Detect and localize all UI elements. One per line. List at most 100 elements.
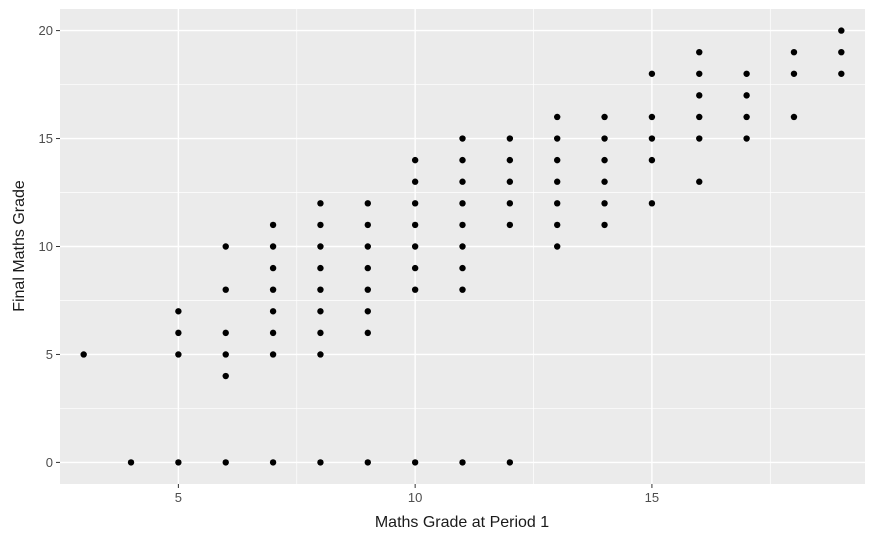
data-point (317, 459, 324, 466)
data-point (648, 70, 656, 77)
data-point (411, 156, 419, 164)
data-point (506, 135, 514, 142)
data-point (459, 286, 466, 293)
data-point (838, 48, 845, 56)
data-point (364, 459, 371, 466)
data-point (601, 135, 608, 142)
data-point (790, 70, 798, 77)
data-point (222, 351, 229, 358)
data-point (222, 243, 229, 250)
data-point (411, 221, 419, 229)
data-point (459, 178, 466, 185)
data-point (743, 70, 750, 77)
data-point (601, 178, 608, 185)
data-point (364, 243, 371, 250)
data-point (601, 200, 608, 207)
x-tick-label: 15 (645, 490, 659, 505)
data-point (222, 329, 229, 337)
data-point (648, 113, 656, 121)
y-axis-title: Final Maths Grade (11, 180, 28, 312)
data-point (364, 200, 371, 207)
data-point (317, 264, 324, 272)
data-point (554, 243, 561, 250)
data-point (554, 178, 561, 185)
data-point (554, 135, 561, 142)
data-point (411, 243, 419, 250)
data-point (790, 48, 798, 56)
data-point (743, 92, 750, 99)
data-point (175, 308, 182, 315)
data-point (838, 70, 845, 77)
data-point (222, 459, 229, 466)
data-point (317, 221, 324, 229)
data-point (364, 286, 371, 293)
data-point (411, 178, 419, 185)
data-point (459, 200, 466, 207)
data-point (648, 200, 656, 207)
data-point (838, 27, 845, 34)
data-point (411, 286, 419, 293)
data-point (696, 178, 703, 185)
data-point (317, 243, 324, 250)
data-point (601, 221, 608, 229)
data-point (554, 221, 561, 229)
data-point (269, 459, 277, 466)
data-point (222, 286, 229, 293)
data-point (506, 178, 514, 185)
data-point (175, 351, 182, 358)
data-point (80, 351, 87, 358)
data-point (696, 113, 703, 121)
data-point (317, 200, 324, 207)
data-point (269, 264, 277, 272)
data-point (364, 308, 371, 315)
data-point (506, 156, 514, 164)
y-tick-label: 10 (39, 239, 53, 254)
data-point (601, 156, 608, 164)
data-point (269, 351, 277, 358)
data-point (743, 113, 750, 121)
data-point (175, 329, 182, 337)
data-point (364, 221, 371, 229)
data-point (222, 372, 229, 380)
y-tick-label: 15 (39, 131, 53, 146)
data-point (364, 329, 371, 337)
y-tick-label: 0 (46, 455, 53, 470)
x-tick-label: 5 (175, 490, 182, 505)
data-point (696, 70, 703, 77)
data-point (175, 459, 182, 466)
data-point (790, 113, 798, 121)
data-point (506, 221, 514, 229)
data-point (506, 200, 514, 207)
data-point (317, 351, 324, 358)
data-point (317, 329, 324, 337)
data-point (459, 459, 466, 466)
data-point (506, 459, 514, 466)
data-point (459, 135, 466, 142)
data-points (80, 27, 845, 466)
data-point (459, 243, 466, 250)
data-point (127, 459, 135, 466)
axis-ticks: 5 10 15 0 5 10 15 20 (39, 23, 660, 505)
data-point (364, 264, 371, 272)
data-point (269, 221, 277, 229)
x-axis-title: Maths Grade at Period 1 (375, 514, 549, 531)
y-tick-label: 20 (39, 23, 53, 38)
data-point (411, 264, 419, 272)
data-point (459, 221, 466, 229)
data-point (601, 113, 608, 121)
data-point (411, 200, 419, 207)
data-point (696, 48, 703, 56)
data-point (696, 135, 703, 142)
data-point (459, 156, 466, 164)
data-point (411, 459, 419, 466)
data-point (743, 135, 750, 142)
data-point (554, 113, 561, 121)
data-point (648, 156, 656, 164)
data-point (317, 286, 324, 293)
data-point (269, 308, 277, 315)
data-point (269, 243, 277, 250)
x-tick-label: 10 (408, 490, 422, 505)
data-point (554, 156, 561, 164)
data-point (317, 308, 324, 315)
